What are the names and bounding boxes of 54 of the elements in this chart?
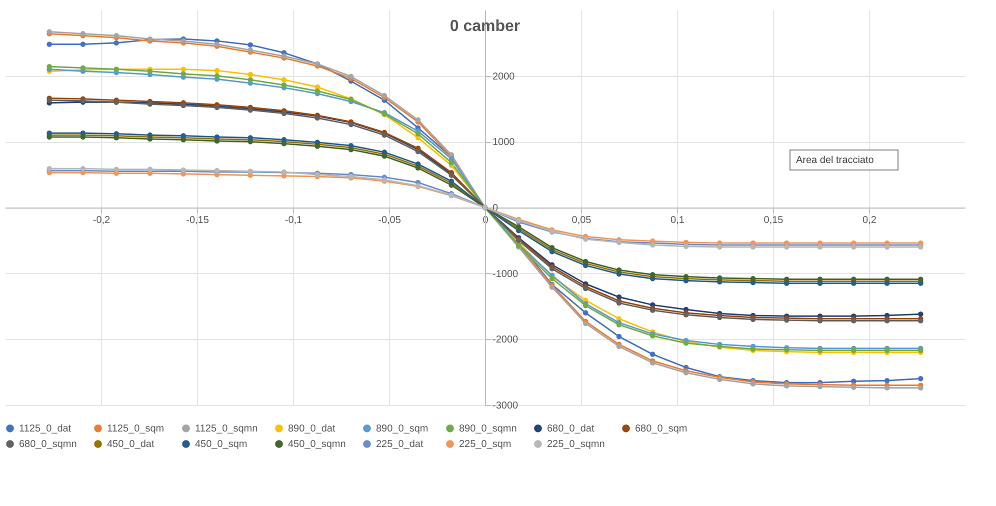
- legend-label: 225_0_dat: [376, 439, 424, 450]
- point: [214, 73, 220, 78]
- legend-label: 225_0_sqmn: [547, 439, 605, 450]
- point: [248, 42, 254, 48]
- point: [180, 66, 186, 72]
- point: [582, 310, 588, 316]
- legend-label: 450_0_sqm: [195, 439, 248, 450]
- point: [415, 131, 421, 136]
- y-tick-label: 2000: [492, 71, 516, 82]
- point: [281, 82, 287, 88]
- annotation: Area del tracciato: [796, 155, 874, 166]
- point: [180, 71, 186, 76]
- point: [114, 40, 120, 46]
- point: [214, 68, 220, 74]
- point: [448, 160, 454, 166]
- point: [918, 385, 924, 391]
- x-tick-label: -0,15: [186, 215, 210, 226]
- legend-label: 225_0_sqm: [459, 439, 512, 450]
- legend-label: 680_0_sqm: [635, 423, 688, 434]
- chart-title: 0 camber: [450, 18, 520, 35]
- point: [314, 88, 320, 94]
- y-tick-label: 1000: [492, 137, 516, 148]
- x-tick-label: -0,05: [378, 215, 402, 226]
- point: [248, 77, 254, 82]
- point: [616, 334, 622, 340]
- x-tick-label: -0,1: [284, 215, 303, 226]
- point: [884, 385, 890, 391]
- x-tick-label: -0,2: [92, 215, 111, 226]
- point: [884, 378, 890, 384]
- y-tick-label: -1000: [492, 268, 519, 280]
- x-tick-label: 0,2: [862, 215, 877, 226]
- legend-label: 890_0_sqmn: [459, 423, 517, 434]
- legend-label: 450_0_sqmn: [288, 439, 346, 450]
- legend-label: 1125_0_sqm: [107, 423, 164, 434]
- legend-label: 890_0_dat: [288, 423, 336, 434]
- point: [650, 352, 656, 357]
- x-tick-label: 0,15: [764, 215, 784, 226]
- point: [281, 77, 287, 82]
- point: [918, 312, 924, 317]
- legend-label: 1125_0_dat: [19, 423, 72, 434]
- point: [918, 376, 924, 382]
- legend-label: 1125_0_sqmn: [195, 423, 258, 434]
- point: [46, 42, 52, 47]
- legend-label: 680_0_sqmn: [19, 439, 77, 450]
- legend-label: 890_0_sqm: [376, 423, 428, 434]
- x-tick-label: 0,1: [670, 215, 685, 226]
- point: [80, 42, 86, 47]
- x-tick-label: 0,05: [572, 215, 592, 226]
- legend-label: 450_0_dat: [107, 439, 154, 450]
- legend-label: 680_0_dat: [547, 423, 594, 434]
- y-tick-label: -3000: [492, 400, 519, 412]
- point: [46, 64, 52, 70]
- y-tick-label: -2000: [492, 334, 519, 346]
- point: [248, 72, 254, 78]
